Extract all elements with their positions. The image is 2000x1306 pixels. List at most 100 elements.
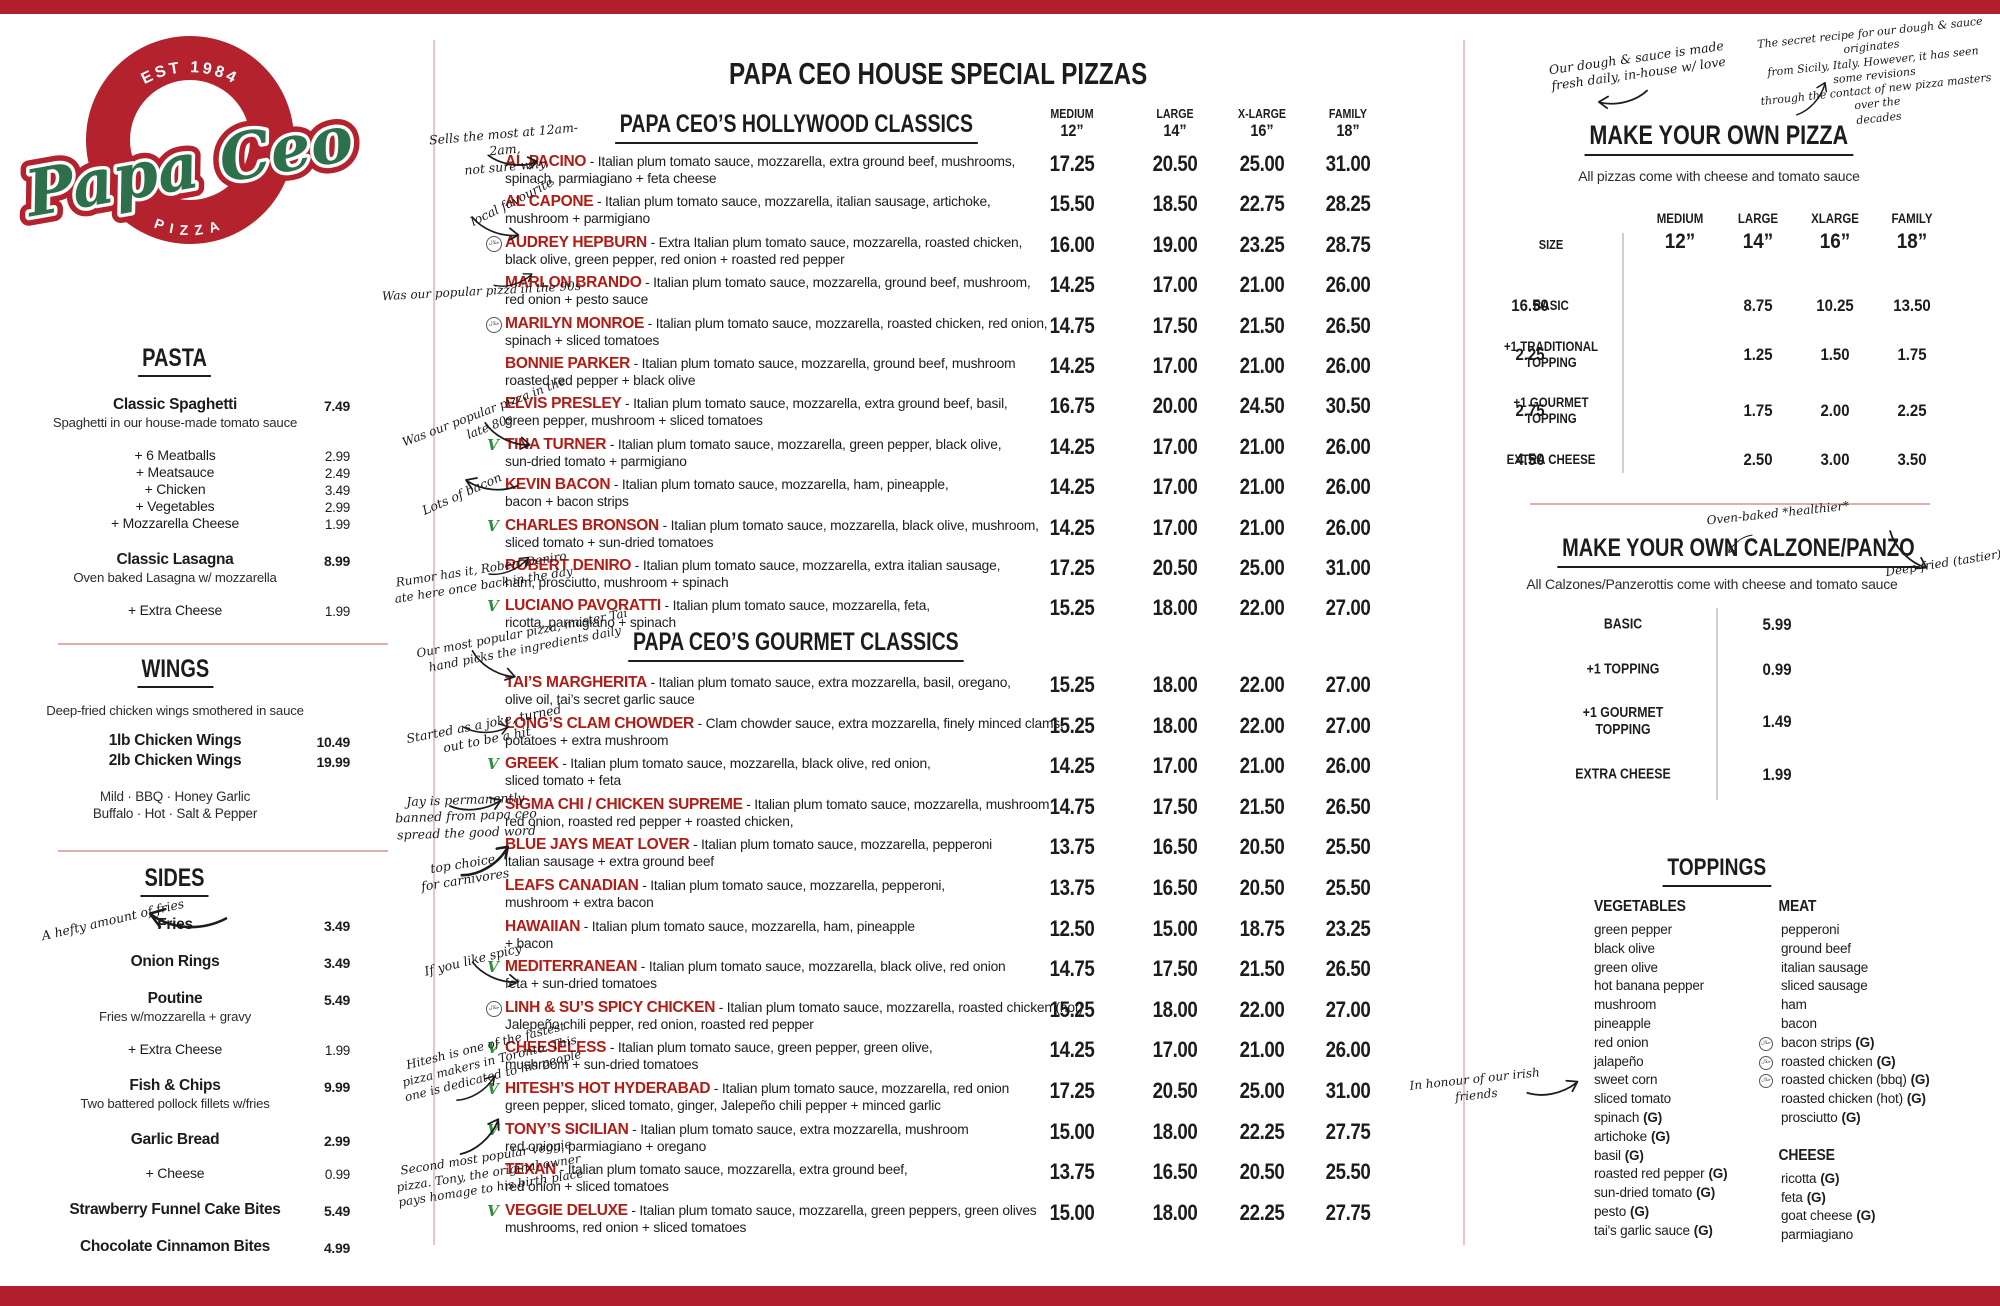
price-medium: 13.75 [1049,834,1095,860]
price-medium: 17.25 [1049,1077,1095,1103]
topping-label: roasted chicken (hot) [1781,1091,1903,1107]
pizza-name: ELVIS PRESLEY [505,395,622,413]
vegetables-header: VEGETABLES [1594,898,1686,915]
myo-calzone-row: +1 TOPPING 0.99 [1530,647,1920,692]
item-price: 3.49 [323,955,350,971]
price-medium: 12.50 [1049,915,1095,941]
pizza-name: LINH & SU’S SPICY CHICKEN [505,998,716,1016]
myo-calzone-row: +1 GOURMET TOPPING 1.49 [1530,692,1920,752]
price-large: 3.00 [1820,450,1850,469]
addon-price: 2.99 [324,449,350,464]
price-xlarge: 25.00 [1239,554,1285,580]
price-large: 17.00 [1152,352,1198,378]
sides-title: SIDES [0,864,350,897]
pizza-menu-item: MARLON BRANDOItalian plum tomato sauce, … [482,272,1390,314]
topping-label: roasted chicken [1781,1053,1873,1069]
pizza-menu-item: KEVIN BACONItalian plum tomato sauce, mo… [482,474,1390,516]
myo-pizza-table-rule [1622,233,1624,473]
price-family: 28.75 [1325,231,1371,257]
myo-calzone-rows: BASIC 5.99 +1 TOPPING 0.99 +1 GOURMET TO… [1530,602,1920,797]
pizza-name: MARILYN MONROE [505,314,645,332]
pizza-menu-item: TEXANItalian plum tomato sauce, mozzarel… [482,1159,1390,1202]
menu-block: Garlic Bread 2.99 + Cheese 0.99 [0,1131,351,1182]
halal-icon [1759,1074,1773,1089]
wings-item: 1lb Chicken Wings 10.49 [0,732,351,750]
hand-arrow-icon [456,1075,496,1101]
price-medium: 14.25 [1049,352,1095,378]
pizza-name: TAI’S MARGHERITA [505,674,647,691]
pizza-description-line1: Italian plum tomato sauce, mozzarella, f… [661,598,930,613]
addon-label: + Mozzarella Cheese [110,515,240,531]
gourmet-marker: (G) [1708,1166,1728,1182]
topping-item: bacon [1756,1015,1976,1034]
pizza-name: AL PACINO [505,153,587,170]
price-medium: 17.25 [1049,151,1095,176]
price-large: 20.50 [1152,1077,1198,1103]
price-large: 20.50 [1152,554,1198,580]
topping-label: feta [1781,1189,1803,1205]
pizza-name: HAWAIIAN [505,917,581,935]
price-xlarge: 25.00 [1239,1077,1285,1103]
price-large: 16.50 [1152,834,1198,860]
price-large: 18.00 [1152,996,1198,1022]
pizza-name: AUDREY HEPBURN [505,233,647,251]
hand-arrow-icon [493,273,533,287]
addon-label: + Chicken [144,481,206,497]
diet-badge-icon [484,597,502,615]
gourmet-marker: (G) [1855,1034,1875,1050]
price-large: 16.50 [1152,874,1198,900]
topping-item: roasted chicken(G) [1756,1053,1976,1072]
meat-column: MEAT pepperoni ground beef italian sausa… [1756,898,1976,1245]
size-label: SIZE [1538,237,1564,252]
price-xlarge: 20.50 [1239,1159,1285,1185]
hand-arrow-icon [465,477,518,491]
diet-badge-icon [484,918,502,936]
pizza-menu-item: AL PACINOItalian plum tomato sauce, mozz… [482,151,1390,193]
pizza-name: CHEESELESS [505,1039,607,1057]
topping-label: jalapeño [1594,1053,1644,1069]
item-name: Onion Rings [130,953,220,970]
price-xlarge: 21.00 [1239,753,1285,779]
addon-row: + 6 Meatballs 2.99 [0,447,350,464]
price-medium: 14.25 [1049,272,1095,298]
pizza-name: LUCIANO PAVORATTI [505,597,661,615]
hand-arrow-icon [462,723,509,735]
price-family: 26.00 [1325,753,1371,779]
size-header-family: FAMILY 18” [1328,106,1368,140]
price-large: 18.00 [1152,712,1198,738]
gourmet-marker: (G) [1696,1185,1716,1201]
price-medium: 16.00 [1049,231,1095,257]
topping-item: black olive [1594,940,1759,959]
price-medium: 15.00 [1049,1199,1095,1225]
topping-label: hot banana pepper [1594,978,1704,994]
addon-price: 0.99 [324,1167,350,1182]
addon-label: + 6 Meatballs [134,447,216,463]
pizza-description-line2: olive oil, tai’s secret garlic sauce [505,692,695,707]
menu-block: Poutine 5.49 Fries w/mozzarella + gravy +… [0,990,350,1058]
sides-list: Fries 3.49 Onion Rings 3.49 Poutine 5.49 [0,916,350,1256]
pizza-description-line2: Jalepeño chili pepper, red onion, roaste… [505,1016,814,1032]
hand-arrow-icon [460,845,510,877]
price-family: 31.00 [1325,151,1371,176]
topping-label: tai's garlic sauce [1594,1222,1690,1238]
topping-label: pineapple [1594,1015,1651,1031]
addon-row: + Vegetables 2.99 [0,498,351,515]
item-name: Poutine [147,990,203,1007]
calzone-table-rule [1716,608,1718,800]
top-red-bar [0,0,2000,14]
topping-label: bacon strips [1781,1034,1852,1050]
pizza-description-line2: black olive, green pepper, red onion + r… [505,251,845,267]
price-xlarge: 22.25 [1239,1199,1285,1225]
topping-label: roasted red pepper [1594,1166,1705,1182]
topping-label: basil [1594,1147,1621,1163]
hand-arrow-icon [148,907,228,929]
size-column-header: FAMILY 18” [1891,211,1933,253]
topping-label: parmiagiano [1781,1227,1854,1243]
addon-label: + Extra Cheese [127,602,223,618]
price-xlarge: 21.00 [1239,433,1285,459]
item-name: Chocolate Cinnamon Bites [79,1238,271,1255]
myo-pizza-row: BASIC 8.75 10.25 13.50 16.50 [1480,285,1945,327]
myo-pizza-header: SIZE MEDIUM 12” LARGE 14” XLARGE 16” FAMILY… [1480,205,1945,285]
item-name: Garlic Bread [130,1131,220,1148]
topping-item: pineapple [1594,1015,1759,1034]
